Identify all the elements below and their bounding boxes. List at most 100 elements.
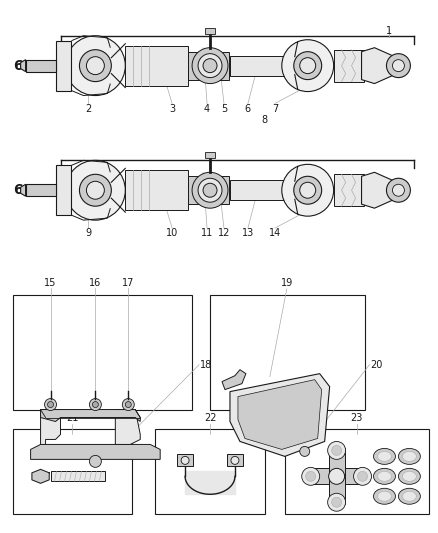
Circle shape <box>353 467 371 486</box>
Circle shape <box>92 401 99 408</box>
Polygon shape <box>41 409 60 445</box>
Circle shape <box>89 399 101 410</box>
Text: 64: 64 <box>13 183 32 197</box>
Bar <box>205 152 215 158</box>
Text: 2: 2 <box>85 103 92 114</box>
Ellipse shape <box>403 451 417 462</box>
Circle shape <box>328 469 345 484</box>
Text: 12: 12 <box>218 228 230 238</box>
Circle shape <box>198 54 222 78</box>
Circle shape <box>392 184 404 196</box>
Ellipse shape <box>399 469 420 484</box>
Circle shape <box>357 471 367 481</box>
Ellipse shape <box>378 491 392 501</box>
Circle shape <box>328 493 346 511</box>
Bar <box>188 52 200 79</box>
Circle shape <box>282 164 334 216</box>
Text: 4: 4 <box>204 103 210 114</box>
Bar <box>328 448 345 504</box>
Text: 17: 17 <box>122 278 134 288</box>
Ellipse shape <box>378 451 392 462</box>
Text: 19: 19 <box>281 278 293 288</box>
Ellipse shape <box>374 448 396 464</box>
Bar <box>188 176 200 204</box>
Text: 11: 11 <box>201 228 213 238</box>
Circle shape <box>86 181 104 199</box>
Polygon shape <box>361 172 399 208</box>
Circle shape <box>294 176 321 204</box>
Text: 23: 23 <box>350 413 363 423</box>
Circle shape <box>203 59 217 72</box>
Bar <box>13 430 132 514</box>
Bar <box>50 471 106 481</box>
Circle shape <box>386 178 410 202</box>
Circle shape <box>332 497 342 507</box>
Bar <box>25 60 56 71</box>
Text: 20: 20 <box>371 360 383 370</box>
Bar <box>56 41 71 91</box>
Circle shape <box>89 455 101 467</box>
Bar <box>56 165 71 215</box>
Circle shape <box>392 60 404 71</box>
Bar <box>217 52 229 79</box>
Text: 6: 6 <box>245 103 251 114</box>
Circle shape <box>66 160 125 220</box>
Circle shape <box>181 456 189 464</box>
Text: 7: 7 <box>272 103 278 114</box>
Text: 5: 5 <box>221 103 227 114</box>
Ellipse shape <box>403 471 417 481</box>
Circle shape <box>86 56 104 75</box>
Circle shape <box>386 54 410 78</box>
Ellipse shape <box>399 448 420 464</box>
Bar <box>230 180 295 200</box>
Bar <box>25 184 56 196</box>
Text: 16: 16 <box>89 278 102 288</box>
Bar <box>205 28 215 34</box>
Circle shape <box>198 178 222 202</box>
Polygon shape <box>222 370 246 390</box>
Circle shape <box>45 399 57 410</box>
Circle shape <box>300 447 310 456</box>
Circle shape <box>48 401 53 408</box>
Polygon shape <box>230 374 330 456</box>
Polygon shape <box>41 409 140 422</box>
Circle shape <box>332 446 342 455</box>
Bar <box>334 174 364 206</box>
Circle shape <box>125 401 131 408</box>
Circle shape <box>79 174 111 206</box>
Polygon shape <box>238 379 321 449</box>
Circle shape <box>192 47 228 84</box>
Text: 14: 14 <box>268 228 281 238</box>
Circle shape <box>300 182 316 198</box>
Circle shape <box>282 40 334 92</box>
Ellipse shape <box>374 488 396 504</box>
Circle shape <box>302 467 320 486</box>
Text: 9: 9 <box>85 228 92 238</box>
Bar <box>334 50 364 82</box>
Text: 3: 3 <box>169 103 175 114</box>
Text: 63: 63 <box>13 59 32 72</box>
Bar <box>155 430 265 514</box>
Ellipse shape <box>374 469 396 484</box>
Polygon shape <box>31 445 160 459</box>
Bar <box>125 46 188 86</box>
Circle shape <box>79 50 111 82</box>
Circle shape <box>66 36 125 95</box>
Circle shape <box>300 58 316 74</box>
Bar <box>309 469 364 484</box>
Ellipse shape <box>403 491 417 501</box>
Text: 15: 15 <box>44 278 57 288</box>
Bar <box>125 171 188 210</box>
Bar <box>227 455 243 466</box>
Bar <box>210 295 364 409</box>
Polygon shape <box>32 470 49 483</box>
Text: 8: 8 <box>262 116 268 125</box>
Text: 10: 10 <box>166 228 178 238</box>
Circle shape <box>122 399 134 410</box>
Circle shape <box>203 183 217 197</box>
Ellipse shape <box>399 488 420 504</box>
Text: 18: 18 <box>200 360 212 370</box>
Text: 21: 21 <box>66 413 79 423</box>
Bar <box>285 430 429 514</box>
Polygon shape <box>21 60 25 71</box>
